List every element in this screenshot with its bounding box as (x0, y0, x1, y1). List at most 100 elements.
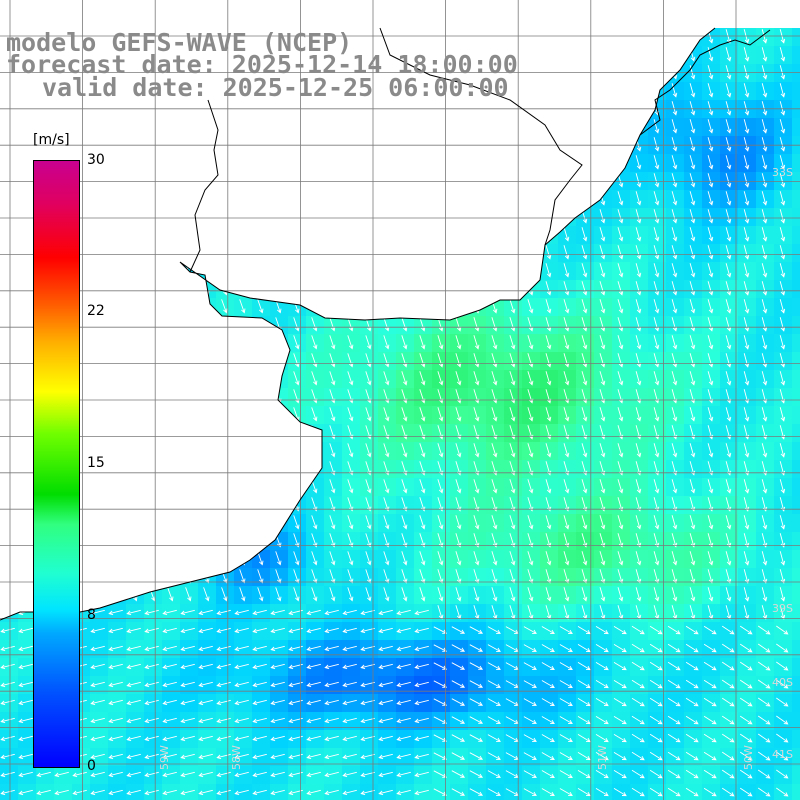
wind-arrow (743, 245, 750, 260)
wind-arrow (221, 299, 228, 314)
wind-arrow (725, 155, 732, 170)
wind-cell (612, 226, 631, 245)
wind-cell (774, 370, 793, 389)
wind-cell (504, 496, 523, 515)
wind-arrow (617, 371, 624, 386)
wind-cell (162, 694, 181, 713)
wind-cell (396, 694, 415, 713)
wind-arrow (329, 551, 336, 566)
wind-arrow (707, 317, 714, 332)
wind-cell (90, 694, 109, 713)
wind-arrow (689, 83, 696, 98)
wind-arrow (293, 515, 300, 530)
wind-arrow (689, 353, 696, 368)
wind-cell (234, 694, 253, 713)
wind-arrow (743, 587, 750, 602)
wind-arrow (108, 645, 123, 652)
wind-arrow (779, 101, 786, 116)
wind-arrow (703, 751, 717, 761)
wind-cell (792, 208, 800, 227)
wind-arrow (613, 752, 627, 761)
wind-cell (450, 352, 469, 371)
wind-cell (792, 514, 800, 533)
wind-cell (612, 280, 631, 299)
wind-cell (756, 370, 775, 389)
wind-arrow (414, 645, 429, 652)
wind-arrow (541, 662, 555, 670)
wind-arrow (671, 551, 678, 566)
wind-cell (486, 370, 505, 389)
wind-arrow (180, 753, 195, 760)
wind-cell (396, 388, 415, 407)
wind-cell (738, 586, 757, 605)
wind-cell (684, 460, 703, 479)
wind-cell (792, 478, 800, 497)
wind-arrow (252, 609, 267, 616)
wind-cell (666, 334, 685, 353)
wind-cell (162, 604, 181, 623)
wind-cell (648, 244, 667, 263)
wind-cell (0, 712, 19, 731)
wind-cell (468, 406, 487, 425)
wind-arrow (90, 753, 105, 760)
wind-arrow (689, 479, 696, 494)
wind-arrow (563, 263, 570, 278)
wind-cell (594, 460, 613, 479)
wind-arrow (743, 227, 750, 242)
wind-arrow (523, 626, 537, 634)
wind-cell (414, 622, 433, 641)
wind-arrow (216, 627, 231, 634)
wind-cell (702, 100, 721, 119)
wind-arrow (671, 299, 678, 314)
wind-cell (792, 190, 800, 209)
wind-arrow (757, 787, 771, 797)
wind-cell (738, 262, 757, 281)
wind-cell (180, 604, 199, 623)
wind-arrow (455, 443, 462, 458)
wind-arrow (541, 752, 555, 760)
wind-arrow (653, 551, 660, 566)
wind-cell (450, 658, 469, 677)
wind-cell (306, 640, 325, 659)
wind-arrow (455, 533, 462, 548)
wind-cell (468, 334, 487, 353)
wind-arrow (581, 299, 588, 314)
wind-arrow (252, 789, 267, 796)
wind-cell (648, 118, 667, 137)
wind-arrow (595, 788, 609, 797)
wind-arrow (419, 587, 426, 602)
wind-cell (774, 532, 793, 551)
wind-cell (540, 406, 559, 425)
wind-cell (630, 226, 649, 245)
wind-arrow (617, 299, 624, 314)
wind-arrow (401, 335, 408, 350)
wind-cell (792, 334, 800, 353)
wind-cell (720, 460, 739, 479)
wind-arrow (545, 533, 552, 548)
wind-arrow (581, 263, 588, 278)
wind-arrow (779, 515, 786, 530)
wind-cell (540, 460, 559, 479)
wind-arrow (577, 788, 591, 797)
wind-cell (540, 262, 559, 281)
wind-cell (648, 352, 667, 371)
wind-cell (594, 388, 613, 407)
wind-arrow (396, 753, 411, 760)
wind-cell (504, 388, 523, 407)
wind-cell (720, 82, 739, 101)
wind-cell (342, 640, 361, 659)
wind-cell (378, 514, 397, 533)
wind-cell (396, 496, 415, 515)
wind-cell (540, 478, 559, 497)
wind-cell (0, 766, 19, 785)
wind-arrow (419, 371, 426, 386)
wind-arrow (779, 371, 786, 386)
wind-cell (702, 298, 721, 317)
wind-arrow (545, 245, 552, 260)
wind-cell (576, 424, 595, 443)
wind-arrow (617, 407, 624, 422)
wind-cell (360, 388, 379, 407)
wind-cell (756, 208, 775, 227)
wind-arrow (0, 771, 15, 778)
wind-cell (720, 406, 739, 425)
